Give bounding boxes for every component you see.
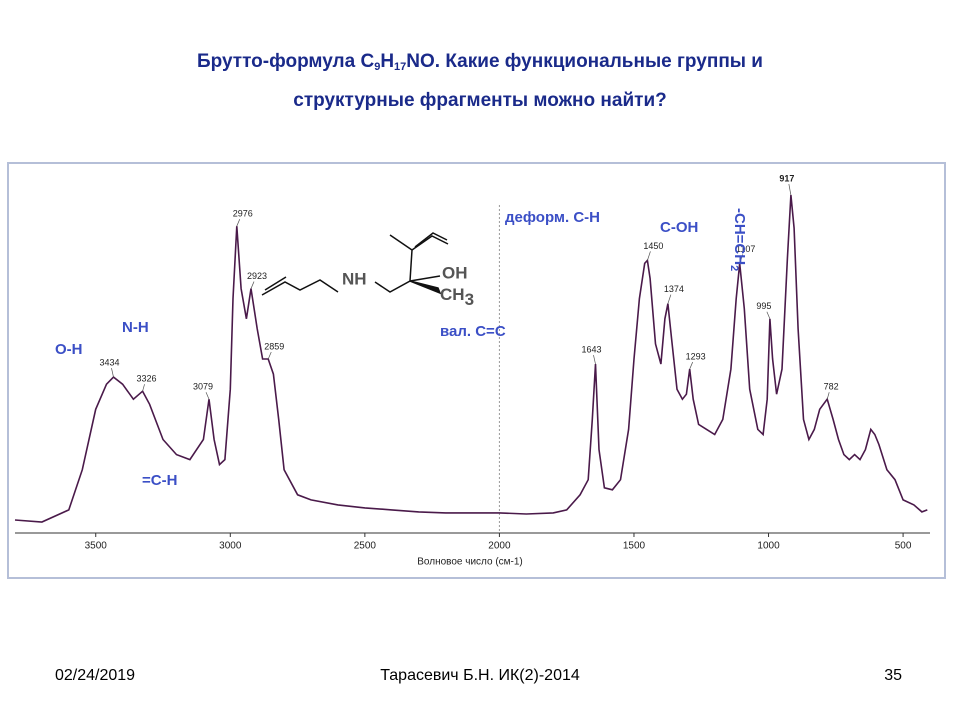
title-line-1: Брутто-формула C9H17NO. Какие функционал… <box>197 51 763 73</box>
annotation: C-OH <box>660 219 698 236</box>
x-tick-label: 2000 <box>488 541 511 552</box>
x-tick-label: 1500 <box>623 541 646 552</box>
footer-author: Тарасевич Б.Н. ИК(2)-2014 <box>380 667 580 684</box>
footer-date: 02/24/2019 <box>55 667 135 684</box>
peak-label: 2859 <box>264 341 284 351</box>
x-tick-label: 3000 <box>219 541 242 552</box>
title-sub: 17 <box>394 61 406 73</box>
peak-leader <box>739 254 744 264</box>
x-tick-label: 500 <box>895 541 912 552</box>
annotation-part: -CH=CH <box>731 208 748 265</box>
annotation-sub: 2 <box>728 265 740 271</box>
peak-leader <box>236 219 241 227</box>
bond <box>409 275 441 282</box>
peak-leader <box>826 392 830 400</box>
peak-leader <box>788 183 792 196</box>
peak-label: 3326 <box>137 374 157 384</box>
peak-label: 1450 <box>643 241 663 251</box>
annotation: O-H <box>55 341 83 358</box>
peak-label: 1293 <box>686 351 706 361</box>
annotation: N-H <box>122 319 149 336</box>
title-sub: 9 <box>374 61 380 73</box>
title-part: H <box>380 51 394 72</box>
bond <box>414 232 448 248</box>
title-line-2: структурные фрагменты можно найти? <box>293 90 666 111</box>
peak-label: 2976 <box>233 209 253 219</box>
x-tick-label: 1000 <box>757 541 780 552</box>
chart-frame <box>7 162 946 579</box>
peak-label: 3079 <box>193 382 213 392</box>
bond <box>261 279 339 296</box>
peak-label: 3434 <box>99 357 119 367</box>
peak-label: 995 <box>756 301 771 311</box>
bond <box>264 276 287 291</box>
peak-leader <box>647 251 651 261</box>
spectrum-line <box>14 194 928 523</box>
x-tick-label: 2500 <box>354 541 377 552</box>
structure-sub: 3 <box>465 290 474 309</box>
peak-leader <box>111 368 114 378</box>
x-tick-label: 3500 <box>85 541 108 552</box>
footer-page: 35 <box>884 667 902 684</box>
peak-leader <box>766 311 771 319</box>
annotation: =C-H <box>142 472 177 489</box>
wedge-bond <box>409 280 442 295</box>
peak-label: 1374 <box>664 284 684 294</box>
structure-label: OH <box>442 263 468 282</box>
peak-leader <box>205 392 210 400</box>
peak-leader <box>250 281 255 289</box>
peak-leader <box>142 384 145 392</box>
annotation: вал. C=C <box>440 323 506 340</box>
peak-leader <box>689 361 693 370</box>
bond <box>411 235 449 251</box>
structure-label: CH3 <box>440 285 474 309</box>
annotation: деформ. C-H <box>505 209 600 226</box>
peak-leader <box>593 354 596 365</box>
peak-label: 1643 <box>581 344 601 354</box>
structure-part: CH <box>440 285 465 304</box>
annotation: -CH=CH2 <box>728 208 748 271</box>
structure <box>261 232 449 296</box>
title-part: Брутто-формула C <box>197 51 374 72</box>
structure-label: NH <box>342 269 367 288</box>
peak-label: 1107 <box>736 244 755 254</box>
title-part: NO. Какие функциональные группы и <box>406 51 763 72</box>
peak-leader <box>667 294 672 304</box>
peak-label: 917 <box>779 173 794 183</box>
x-axis-label: Волновое число (см-1) <box>417 557 523 568</box>
peak-label: 782 <box>824 382 839 392</box>
peak-label: 2923 <box>247 271 267 281</box>
peak-leader <box>267 351 272 360</box>
